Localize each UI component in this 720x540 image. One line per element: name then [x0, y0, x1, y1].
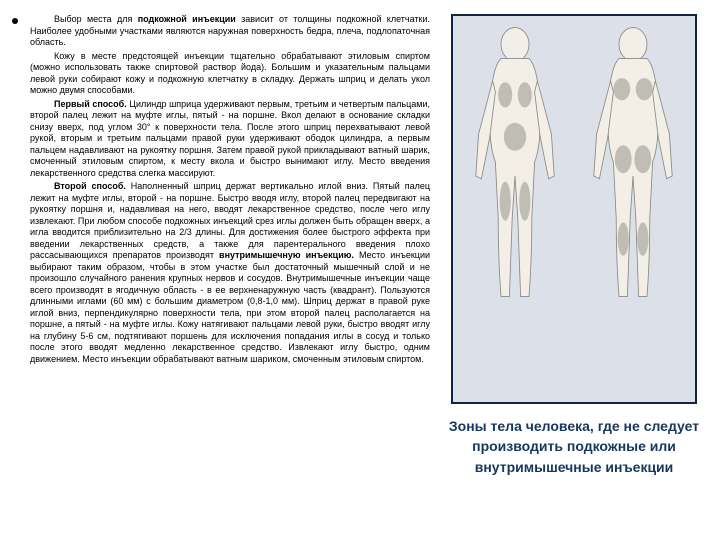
para-4: Второй способ. Наполненный шприц держат … — [30, 181, 430, 365]
p4-mid: Наполненный шприц держат вертикально игл… — [30, 181, 430, 260]
p1-lead: Выбор места для — [54, 14, 138, 24]
figure-caption: Зоны тела человека, где не следует произ… — [444, 416, 704, 477]
p4-bold2: внутримышечную инъекцию. — [219, 250, 354, 260]
body-text: Выбор места для подкожной инъекции завис… — [30, 14, 430, 365]
text-column: Выбор места для подкожной инъекции завис… — [30, 14, 430, 526]
p4-rest: Место инъекции выбирают таким образом, ч… — [30, 250, 430, 364]
para-1: Выбор места для подкожной инъекции завис… — [30, 14, 430, 49]
slide: Выбор места для подкожной инъекции завис… — [0, 0, 720, 540]
p4-bold: Второй способ. — [54, 181, 126, 191]
p3-rest: Цилиндр шприца удерживают первым, третьи… — [30, 99, 430, 178]
figure-box — [451, 14, 697, 404]
bullet-icon — [12, 18, 18, 24]
para-2: Кожу в месте предстоящей инъекции тщател… — [30, 51, 430, 97]
p1-bold: подкожной инъекции — [138, 14, 236, 24]
p3-bold: Первый способ. — [54, 99, 127, 109]
para-3: Первый способ. Цилиндр шприца удерживают… — [30, 99, 430, 180]
body-front-icon — [459, 22, 571, 302]
figure-column: Зоны тела человека, где не следует произ… — [430, 14, 704, 526]
body-back-icon — [577, 22, 689, 302]
anatomy-figure — [459, 22, 689, 396]
